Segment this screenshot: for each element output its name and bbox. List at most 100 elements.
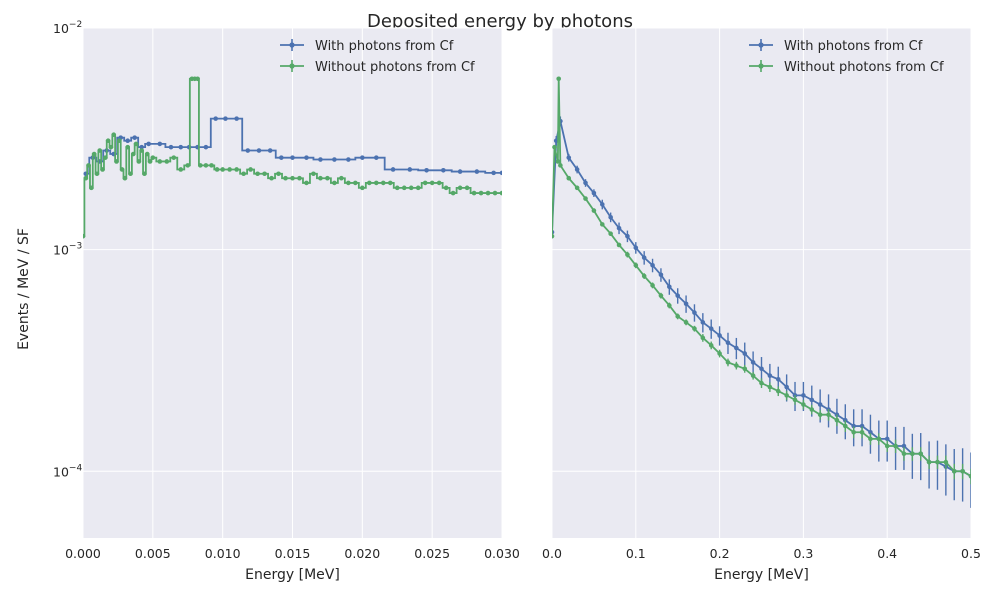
data-point [868,429,873,435]
data-point [394,185,400,191]
data-point [290,155,295,160]
data-point [555,159,561,164]
data-point [801,402,806,407]
data-point [119,167,125,172]
data-point [290,175,295,181]
data-point [178,144,184,150]
data-point [157,141,163,147]
data-point [943,459,949,465]
data-point [608,214,613,220]
data-point [708,326,714,331]
data-point [100,167,105,172]
data-point [583,180,588,186]
legend-item: Without photons from Cf [280,60,475,75]
data-point [114,159,119,164]
data-point [471,190,477,196]
legend-marker [758,63,764,69]
data-point [876,436,882,442]
data-point [147,159,153,164]
data-point [103,155,108,160]
data-point [297,175,302,181]
data-point [387,180,393,186]
data-point [136,159,142,164]
data-point [918,451,924,457]
data-point [332,180,337,186]
data-point [826,412,831,418]
data-point [667,303,672,308]
x-tick-label: 0.000 [65,546,101,561]
data-point [558,163,563,168]
data-point [566,175,572,181]
panel-2: 0.0 0.1 0.2 0.3 0.4 0.5 Energy [MeV] With photo… [542,27,981,583]
data-point [784,384,789,390]
series-layer [552,76,971,508]
data-point [960,468,965,474]
data-point [185,163,191,168]
data-point [248,167,253,172]
data-point [223,116,228,121]
data-point [734,345,739,351]
data-point [390,167,396,172]
data-point [353,180,358,186]
data-point [775,377,781,382]
data-point [139,148,144,153]
data-point [843,423,848,429]
data-point [168,144,174,150]
data-point [692,326,697,331]
data-point [599,202,605,207]
data-point [700,335,706,341]
x-tick-label: 0.030 [484,546,520,561]
plot-area [552,28,971,538]
data-point [893,443,898,449]
data-point [209,163,214,168]
data-point [245,148,251,153]
data-point [262,171,267,177]
data-point [424,168,429,173]
data-point [133,141,139,147]
data-point [700,320,706,325]
data-point [441,168,446,173]
data-point [675,314,680,319]
data-point [311,171,316,177]
data-point [436,180,442,186]
legend-label: Without photons from Cf [784,60,944,75]
data-point [86,163,91,168]
data-point [94,171,100,177]
data-point [910,451,915,457]
data-point [658,293,664,298]
data-point [767,373,773,378]
data-point [255,171,260,177]
legend-label: Without photons from Cf [315,60,475,75]
data-point [283,175,288,181]
legend-marker [289,63,295,69]
data-point [407,167,413,172]
data-point [574,185,580,191]
data-point [616,225,622,231]
data-point [401,185,407,191]
data-point [742,366,748,372]
data-point [591,190,597,196]
data-point [144,151,150,157]
data-point [422,180,428,186]
data-point [318,175,323,181]
data-point [935,459,940,465]
panel-1: 0.000 0.005 0.010 0.015 0.020 0.025 0.030 10−4 1… [16,20,520,583]
data-point [801,393,806,398]
data-point [641,255,647,260]
data-point [817,412,823,418]
data-point [234,116,239,121]
data-point [408,185,414,191]
data-point [750,360,756,365]
x-tick-label: 0.015 [275,546,311,561]
data-point [220,167,225,172]
x-tick-label: 0.2 [710,546,730,561]
data-point [91,151,97,157]
data-point [139,144,144,150]
data-point [566,155,572,160]
data-point [616,242,622,248]
data-point [499,170,502,176]
legend-label: With photons from Cf [784,39,923,54]
data-point [725,340,731,346]
data-point [105,138,111,144]
data-point [499,190,502,196]
